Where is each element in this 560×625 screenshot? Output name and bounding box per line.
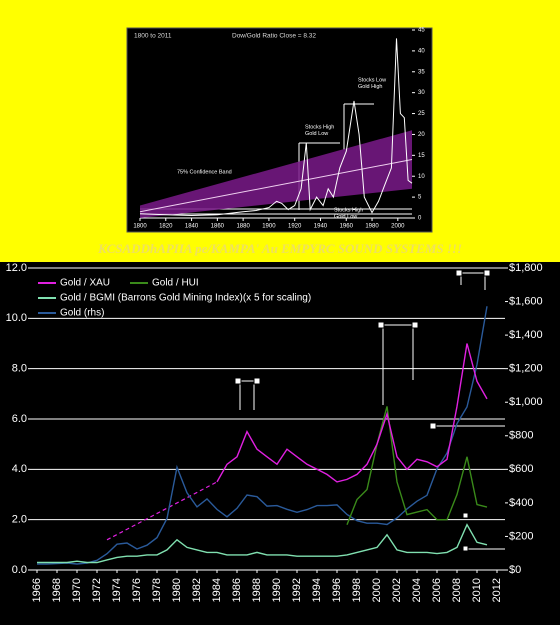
x-tick-label: 2002 [391,578,403,602]
y2-tick-label: $1,000 [509,396,543,408]
x-tick-label: 1992 [291,578,303,602]
y2-tick-label: $200 [509,530,533,542]
chart-subtitle: 1800 to 2011 [134,33,172,40]
y2-tick-label: $600 [509,463,533,475]
annotation: Gold Low [305,131,328,137]
y2-tick-label: $1,400 [509,329,543,341]
x-tick-label: 1920 [288,224,302,230]
x-tick-label: 2000 [391,224,405,230]
y-tick-label: 25 [418,111,425,117]
y-tick-label: 6.0 [12,413,27,425]
data-line [139,38,413,217]
bracket [381,324,415,405]
y2-tick-label: $400 [509,497,533,509]
x-tick-label: 1860 [211,224,225,230]
marker [429,422,437,430]
x-tick-label: 1970 [71,578,83,602]
annotation-markers [234,269,491,552]
marker [377,321,385,329]
x-tick-label: 1988 [251,578,263,602]
x-tick-label: 1996 [331,578,343,602]
x-tick-label: 1998 [351,578,363,602]
bracket [343,103,374,150]
y-tick-label: 4.0 [12,463,27,475]
x-tick-label: 1994 [311,578,323,602]
y2-tick-label: $1,600 [509,295,543,307]
x-tick-label: 1980 [365,224,379,230]
x-tick-label: 1820 [159,224,173,230]
y-tick-label: 0.0 [12,564,27,576]
annotation: Gold High [358,84,382,90]
x-tick-label: 2012 [491,578,503,602]
y2-tick-label: $1,800 [509,262,543,274]
y-tick-label: 12.0 [6,262,27,274]
y-tick-label: 0 [418,216,422,222]
y-tick-label: 5 [418,195,422,201]
y2-tick-label: $1,200 [509,363,543,375]
x-tick-label: 1940 [314,224,328,230]
annotation: Stocks High [305,124,334,130]
y-tick-label: 8.0 [12,363,27,375]
x-tick-label: 1800 [133,224,147,230]
annotation: Gold Low [334,214,357,220]
x-tick-label: 2008 [451,578,463,602]
series-line [216,343,488,483]
chart-title: Dow/Gold Ratio Close = 8.32 [232,33,316,40]
x-tick-label: 1974 [111,578,123,602]
watermark: KCSADDhAPIIA pe/KAMPA' Au EMPYRC SOUND S… [97,241,462,256]
x-tick-label: 1972 [91,578,103,602]
marker [411,321,419,329]
x-tick-label: 1982 [191,578,203,602]
legend-label: Gold / HUI [152,278,199,289]
x-tick-label: 1976 [131,578,143,602]
x-tick-label: 2000 [371,578,383,602]
legend-label: Gold / XAU [60,278,110,289]
y2-tick-label: $0 [509,564,521,576]
x-tick-label: 1984 [211,578,223,602]
x-tick-label: 1980 [171,578,183,602]
y-tick-label: 20 [418,132,425,138]
x-tick-label: 1968 [51,578,63,602]
x-tick-label: 1978 [151,578,163,602]
marker [462,512,469,519]
y-tick-label: 35 [418,69,425,75]
x-tick-label: 2004 [411,578,423,602]
y-tick-label: 2.0 [12,514,27,526]
y-tick-label: 10 [418,174,425,180]
x-tick-label: 1880 [236,224,250,230]
marker [253,377,261,385]
legend-label: Gold / BGMI (Barrons Gold Mining Index)(… [60,293,311,304]
y-tick-label: 40 [418,48,425,54]
annotation: Stocks Low [358,77,386,83]
band-center-line [139,159,413,213]
x-tick-label: 1966 [31,578,43,602]
x-tick-label: 1960 [340,224,354,230]
annotation: 75% Confidence Band [177,169,232,175]
x-tick-label: 2006 [431,578,443,602]
marker [483,269,491,277]
marker [455,269,463,277]
x-tick-label: 1986 [231,578,243,602]
marker [462,545,469,552]
x-tick-label: 1900 [262,224,276,230]
y-tick-label: 15 [418,153,425,159]
series-line [37,523,488,564]
bottom-chart-frame [0,262,560,625]
x-tick-label: 2010 [471,578,483,602]
y2-tick-label: $800 [509,430,533,442]
series-line [346,406,488,525]
series-line [37,306,488,565]
x-tick-label: 1840 [185,224,199,230]
annotation: Stocks High [334,207,363,213]
y-tick-label: 45 [418,28,425,34]
y-tick-label: 10.0 [6,312,27,324]
x-tick-label: 1990 [271,578,283,602]
y-tick-label: 30 [418,90,425,96]
confidence-band [140,130,412,218]
legend-label: Gold (rhs) [60,308,104,319]
marker [234,377,242,385]
